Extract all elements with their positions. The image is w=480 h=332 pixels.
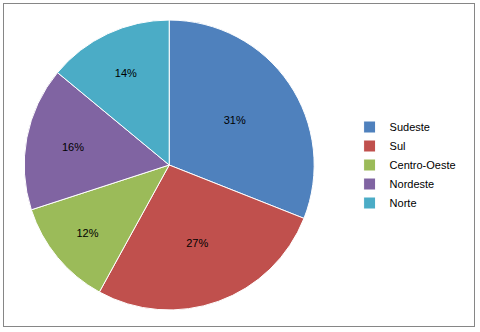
svg-text:Centro-Oeste: Centro-Oeste — [390, 159, 456, 171]
svg-text:Nordeste: Nordeste — [390, 178, 435, 190]
svg-text:14%: 14% — [115, 67, 137, 79]
svg-text:Norte: Norte — [390, 197, 417, 209]
svg-text:16%: 16% — [62, 141, 84, 153]
svg-text:12%: 12% — [76, 227, 98, 239]
svg-text:Sul: Sul — [390, 140, 406, 152]
svg-text:Sudeste: Sudeste — [390, 121, 430, 133]
svg-text:27%: 27% — [186, 237, 208, 249]
svg-text:31%: 31% — [224, 114, 246, 126]
